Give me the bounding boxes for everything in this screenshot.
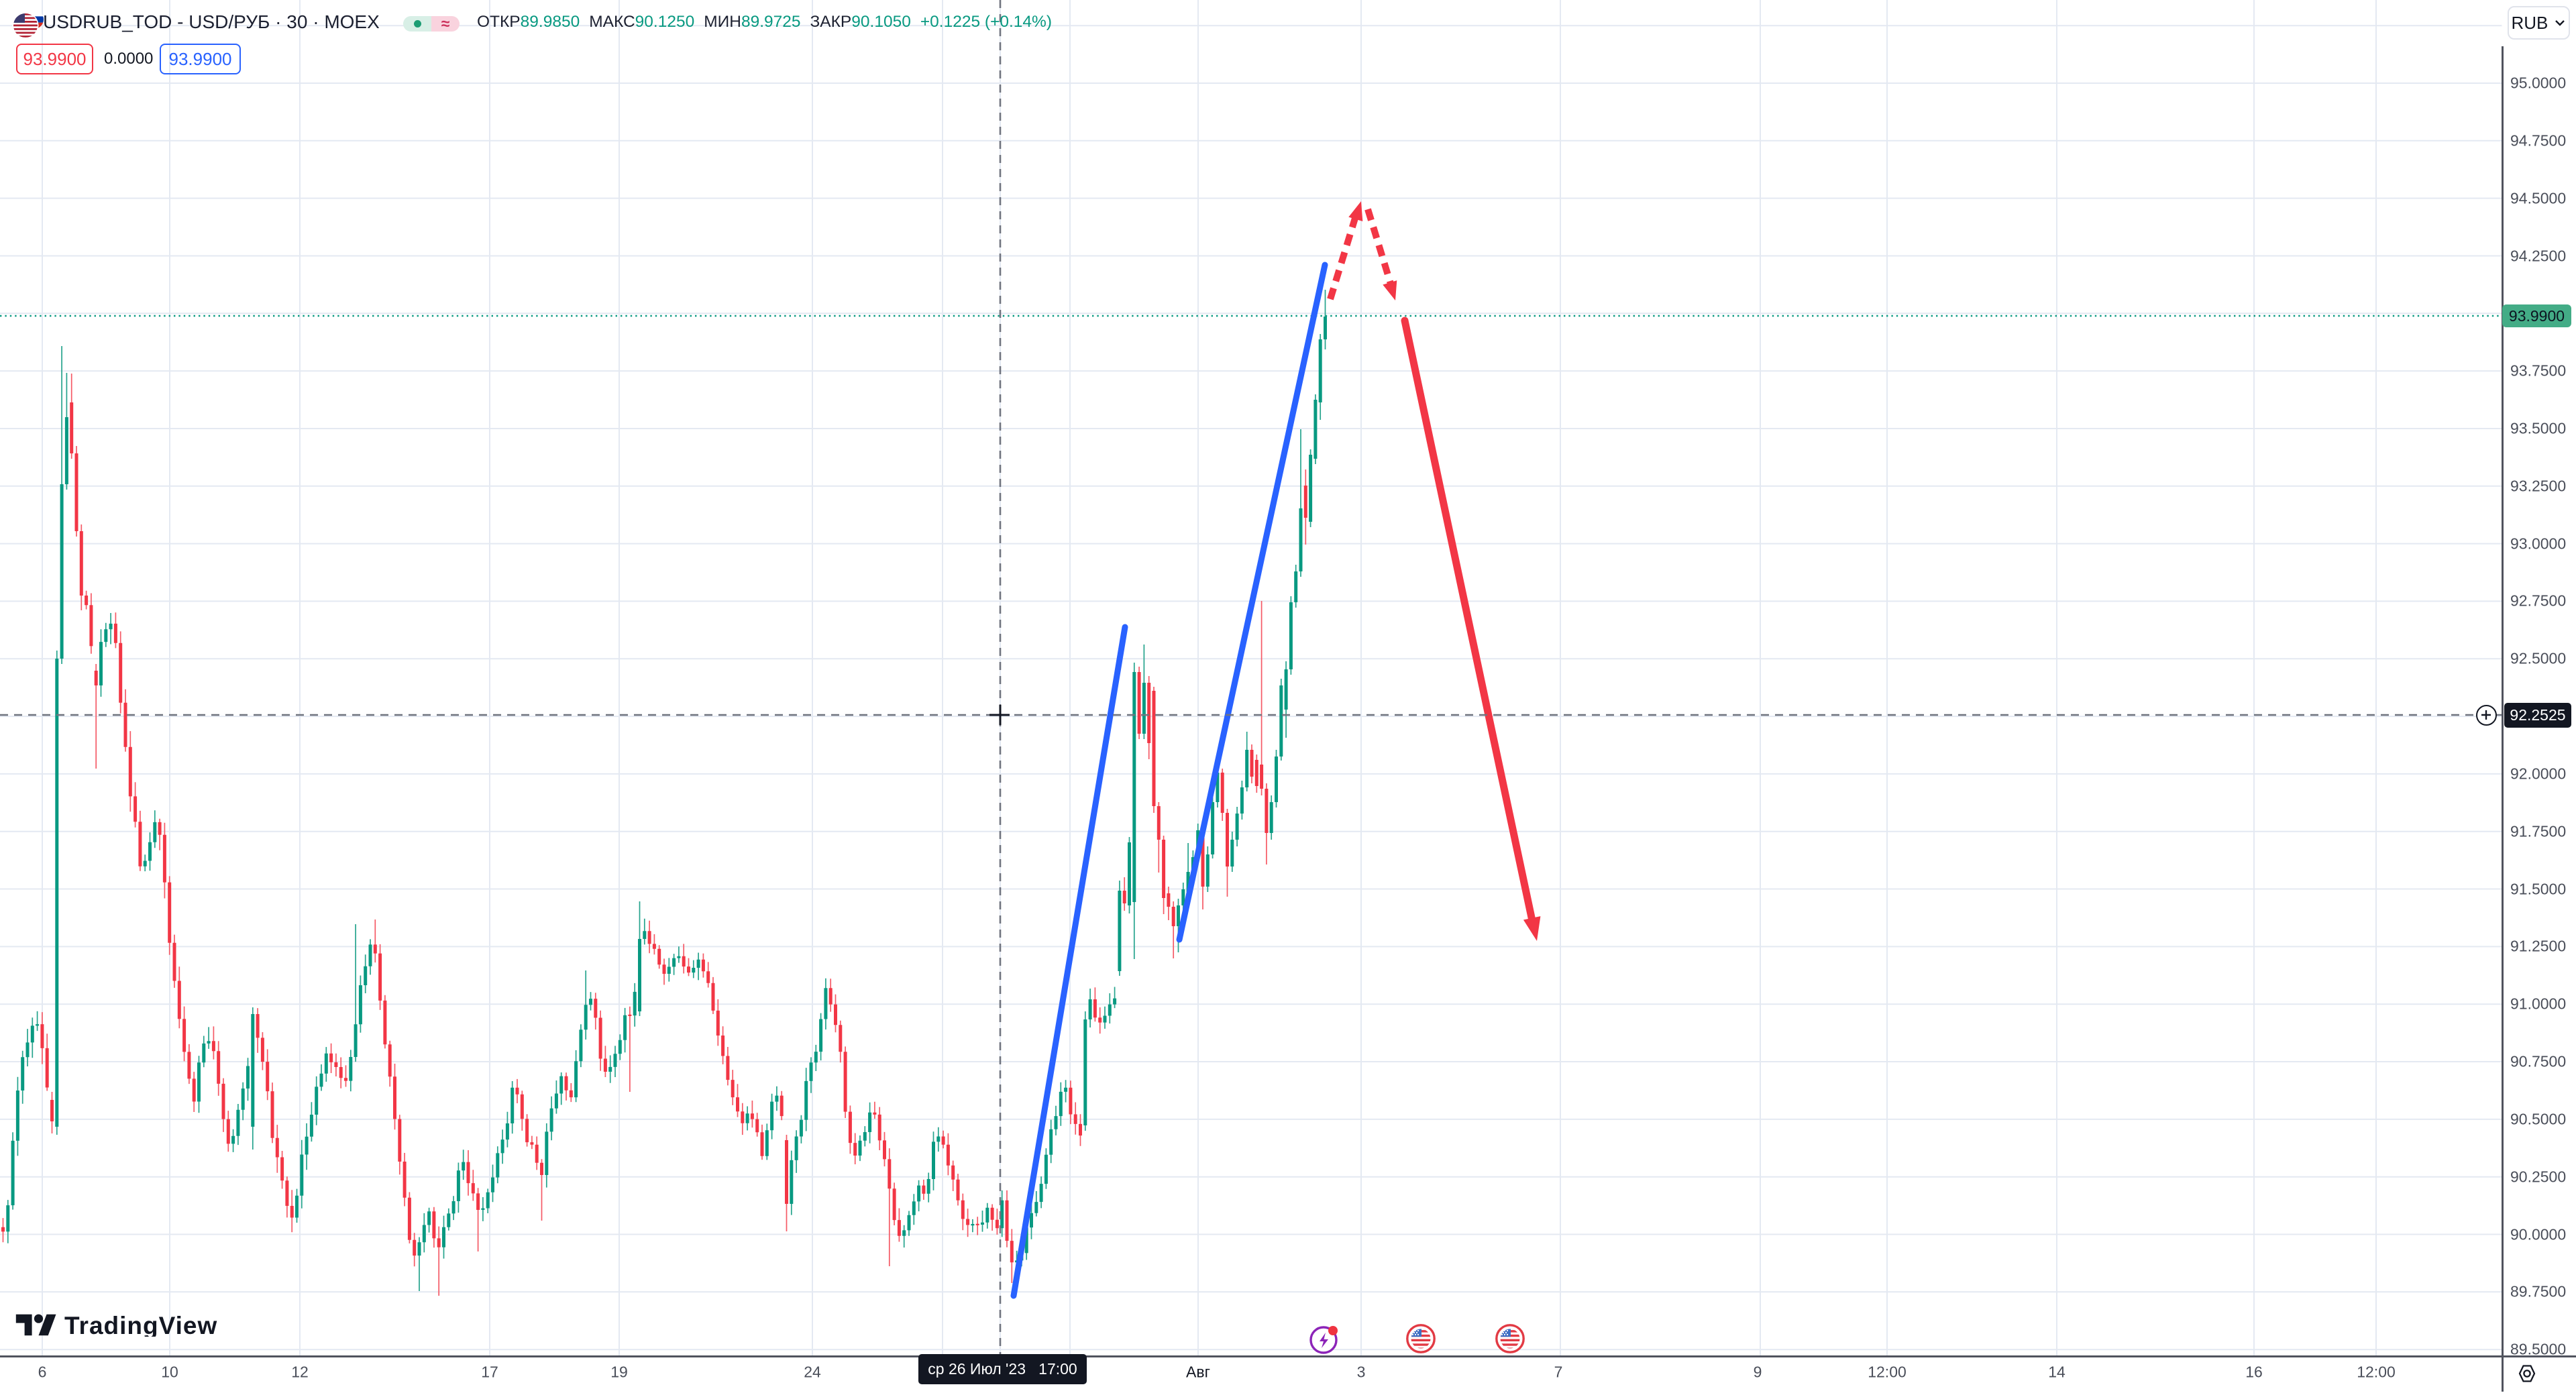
svg-text:TradingView: TradingView [64,1314,217,1337]
